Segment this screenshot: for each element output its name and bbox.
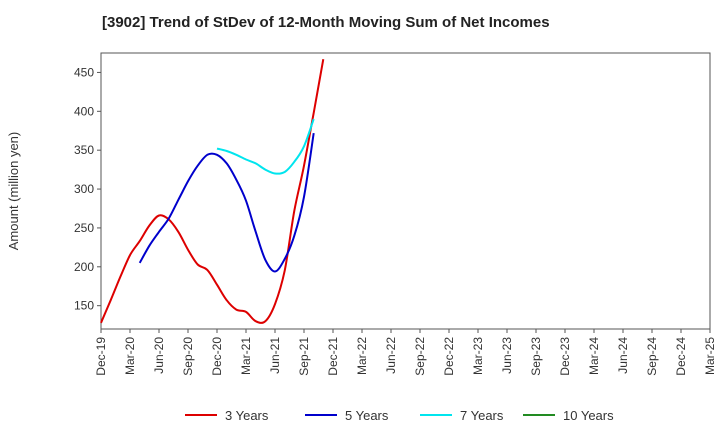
chart-title: [3902] Trend of StDev of 12-Month Moving… bbox=[102, 14, 550, 31]
y-tick-label: 450 bbox=[74, 65, 94, 79]
legend: 3 Years 5 Years 7 Years 10 Years bbox=[185, 408, 614, 423]
series-lines bbox=[100, 59, 325, 324]
x-tick-label: Mar-22 bbox=[355, 337, 369, 375]
x-tick-label: Jun-23 bbox=[500, 337, 514, 374]
x-tick-label: Mar-24 bbox=[587, 337, 601, 375]
x-tick-label: Jun-21 bbox=[268, 337, 282, 374]
x-tick-label: Sep-22 bbox=[413, 337, 427, 376]
y-axis-label: Amount (million yen) bbox=[6, 132, 21, 251]
x-tick-label: Mar-20 bbox=[123, 337, 137, 375]
x-tick-label: Dec-24 bbox=[674, 337, 688, 376]
x-tick-label: Sep-23 bbox=[529, 337, 543, 376]
x-tick-label: Sep-20 bbox=[181, 337, 195, 376]
x-tick-label: Dec-21 bbox=[326, 337, 340, 376]
x-tick-label: Dec-19 bbox=[94, 337, 108, 376]
legend-label: 10 Years bbox=[563, 408, 614, 423]
series-line-2 bbox=[138, 132, 315, 273]
x-tick-label: Mar-21 bbox=[239, 337, 253, 375]
x-tick-label: Jun-20 bbox=[152, 337, 166, 374]
series-line-1 bbox=[100, 59, 325, 324]
y-tick-label: 300 bbox=[74, 182, 94, 196]
plot-frame bbox=[100, 52, 711, 330]
legend-label: 7 Years bbox=[460, 408, 504, 423]
legend-label: 3 Years bbox=[225, 408, 269, 423]
x-tick-label: Dec-22 bbox=[442, 337, 456, 376]
series-line-3 bbox=[216, 118, 315, 175]
x-tick-label: Jun-24 bbox=[616, 337, 630, 374]
x-tick-label: Jun-22 bbox=[384, 337, 398, 374]
x-tick-label: Sep-21 bbox=[297, 337, 311, 376]
y-tick-label: 350 bbox=[74, 143, 94, 157]
y-tick-label: 200 bbox=[74, 260, 94, 274]
x-tick-label: Dec-23 bbox=[558, 337, 572, 376]
y-tick-label: 250 bbox=[74, 221, 94, 235]
x-tick-label: Mar-25 bbox=[703, 337, 717, 375]
legend-label: 5 Years bbox=[345, 408, 389, 423]
x-tick-label: Dec-20 bbox=[210, 337, 224, 376]
y-tick-label: 150 bbox=[74, 299, 94, 313]
y-tick-label: 400 bbox=[74, 104, 94, 118]
x-tick-label: Mar-23 bbox=[471, 337, 485, 375]
axes: 150 200 250 300 350 400 450 Dec-19 Mar-20 Jun-20 S… bbox=[6, 52, 717, 376]
x-tick-label: Sep-24 bbox=[645, 337, 659, 376]
